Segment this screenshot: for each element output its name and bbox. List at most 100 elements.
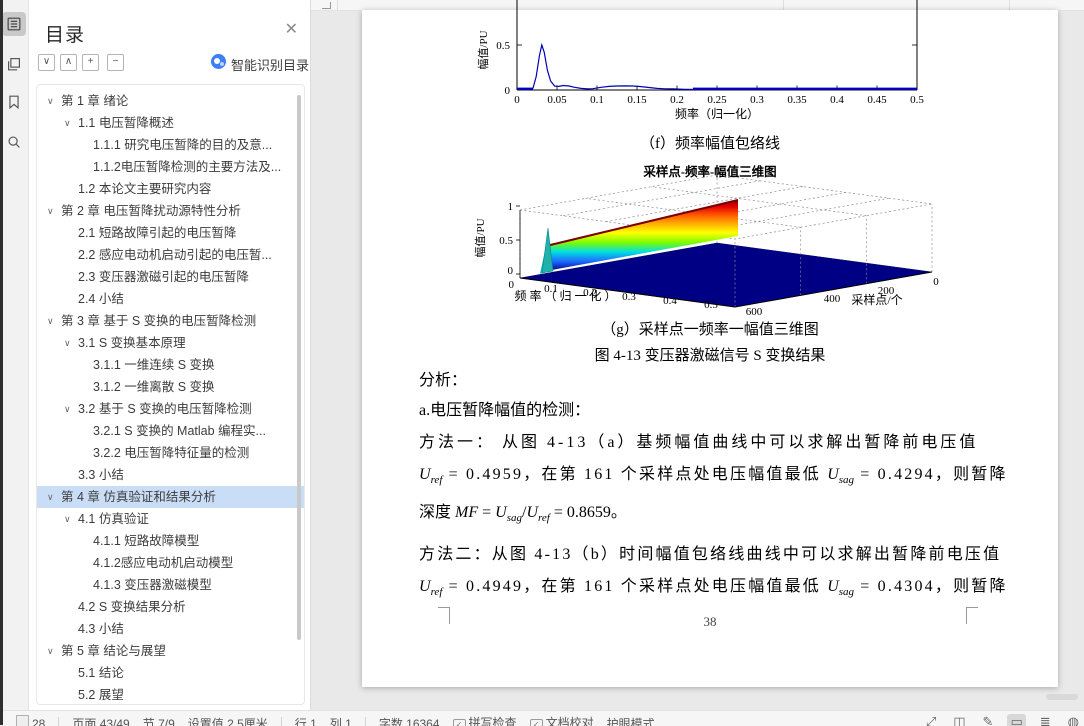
svg-text:600: 600 [746, 306, 763, 318]
status-item[interactable]: 护眼模式 [607, 715, 655, 726]
edit-pen-icon[interactable]: ✎ [980, 714, 997, 726]
sidebar-item-pages[interactable] [2, 52, 26, 76]
toc-scrollbar[interactable] [297, 95, 301, 640]
collapse-all-button[interactable]: − [107, 54, 124, 71]
pages-icon [5, 55, 23, 73]
web-layout-icon[interactable]: ◍ [1065, 714, 1082, 726]
toc-item[interactable]: 4.1.1 短路故障模型 [37, 530, 304, 552]
collapse-down-button[interactable]: ∨ [38, 54, 55, 71]
toc-item[interactable]: ∨1.1 电压暂降概述 [37, 112, 304, 134]
toc-item-label: 3.1.1 一维连续 S 变换 [93, 354, 215, 376]
toc-item-label: 4.2 S 变换结果分析 [78, 596, 186, 618]
toc-item[interactable]: 4.3 小结 [37, 618, 304, 640]
toc-item[interactable]: ∨4.1 仿真验证 [37, 508, 304, 530]
toc-item[interactable]: 3.2.1 S 变换的 Matlab 编程实... [37, 420, 304, 442]
toc-item[interactable]: 2.2 感应电动机启动引起的电压暂... [37, 244, 304, 266]
smart-recognize-toc-button[interactable]: 智能识别目录 [231, 55, 309, 74]
status-item: 28 [16, 715, 45, 726]
chart-g-zlabel: 幅值/PU [474, 218, 487, 257]
toc-item-label: 2.2 感应电动机启动引起的电压暂... [78, 244, 272, 266]
chevron-down-icon[interactable]: ∨ [64, 508, 78, 530]
toc-item[interactable]: 3.1.1 一维连续 S 变换 [37, 354, 304, 376]
svg-text:400: 400 [824, 293, 841, 305]
toc-item[interactable]: ∨第 1 章 绪论 [37, 90, 304, 112]
toc-item[interactable]: 2.3 变压器激磁引起的电压暂降 [37, 266, 304, 288]
toc-item-label: 4.1 仿真验证 [78, 508, 149, 530]
toc-item[interactable]: 3.2.2 电压暂降特征量的检测 [37, 442, 304, 464]
toc-item-label: 3.1.2 一维离散 S 变换 [93, 376, 215, 398]
sidebar-item-toc[interactable] [2, 12, 26, 36]
print-layout-icon[interactable]: ▭ [1007, 714, 1025, 726]
paragraph-method2: 方法二：从图 4-13（b）时间幅值包络线曲线中可以求解出暂降前电压值 [419, 544, 1005, 565]
close-icon[interactable]: ✕ [285, 22, 298, 38]
read-mode-icon[interactable]: ◫ [950, 714, 968, 726]
toc-item-label: 第 2 章 电压暂降扰动源特性分析 [61, 200, 241, 222]
svg-text:0.25: 0.25 [707, 94, 727, 106]
page-number: 38 [362, 614, 1058, 630]
scrollbar-nub[interactable] [1046, 694, 1078, 700]
toc-item[interactable]: ∨第 5 章 结论与展望 [37, 640, 304, 662]
toc-item-label: 3.2.1 S 变换的 Matlab 编程实... [93, 420, 266, 442]
toc-item[interactable]: 1.1.2电压暂降检测的主要方法及... [37, 156, 304, 178]
status-item[interactable]: ✓文档校对 [530, 714, 594, 726]
toc-item-label: 1.1.2电压暂降检测的主要方法及... [93, 156, 281, 178]
svg-text:0.3: 0.3 [750, 94, 764, 106]
chevron-down-icon[interactable]: ∨ [47, 310, 61, 332]
svg-text:0.5: 0.5 [910, 94, 924, 106]
paragraph-method1: 方法一： 从图 4-13（a）基频幅值曲线中可以求解出暂降前电压值 [419, 432, 1005, 453]
sidebar-item-bookmark[interactable] [2, 90, 26, 114]
chevron-down-icon[interactable]: ∨ [47, 486, 61, 508]
svg-text:0.2: 0.2 [670, 94, 684, 106]
toc-item-label: 4.1.1 短路故障模型 [93, 530, 199, 552]
chevron-down-icon[interactable]: ∨ [64, 112, 78, 134]
toc-item-label: 1.2 本论文主要研究内容 [78, 178, 211, 200]
chevron-down-icon[interactable]: ∨ [64, 332, 78, 354]
paragraph-detection: a.电压暂降幅值的检测： [419, 400, 1005, 421]
toc-item[interactable]: 4.2 S 变换结果分析 [37, 596, 304, 618]
toc-item[interactable]: ∨3.1 S 变换基本原理 [37, 332, 304, 354]
toc-item-label: 4.1.2感应电动机启动模型 [93, 552, 233, 574]
svg-text:0.05: 0.05 [547, 94, 567, 106]
caption-f: （f）频率幅值包络线 [362, 132, 1058, 153]
toc-item[interactable]: 1.2 本论文主要研究内容 [37, 178, 304, 200]
toc-item[interactable]: ∨第 3 章 基于 S 变换的电压暂降检测 [37, 310, 304, 332]
sidebar-item-search[interactable] [2, 130, 26, 154]
toc-item[interactable]: 5.1 结论 [37, 662, 304, 684]
toc-item[interactable]: 4.1.2感应电动机启动模型 [37, 552, 304, 574]
toc-item[interactable]: ∨第 2 章 电压暂降扰动源特性分析 [37, 200, 304, 222]
status-item: 节 7/9 [143, 715, 175, 726]
chevron-down-icon[interactable]: ∨ [47, 90, 61, 112]
expand-all-button[interactable]: + [82, 54, 99, 71]
toc-item-label: 5.2 展望 [78, 684, 124, 705]
toc-item-label: 1.1.1 研究电压暂降的目的及意... [93, 134, 272, 156]
fit-screen-icon[interactable]: ⤢ [923, 714, 939, 726]
toc-item-label: 3.3 小结 [78, 464, 124, 486]
toc-item[interactable]: 4.1.3 变压器激磁模型 [37, 574, 304, 596]
toc-item[interactable]: 2.1 短路故障引起的电压暂降 [37, 222, 304, 244]
toc-item[interactable]: 3.1.2 一维离散 S 变换 [37, 376, 304, 398]
chevron-down-icon[interactable]: ∨ [47, 200, 61, 222]
toc-item-label: 第 3 章 基于 S 变换的电压暂降检测 [61, 310, 256, 332]
toc-item[interactable]: ∨第 4 章 仿真验证和结果分析 [37, 486, 304, 508]
ai-icon[interactable] [211, 54, 226, 69]
outline-view-icon[interactable]: ≣ [1037, 714, 1054, 726]
chart-f-xlabel: 频率（归一化） [675, 106, 759, 121]
toc-item[interactable]: 1.1.1 研究电压暂降的目的及意... [37, 134, 304, 156]
toc-item[interactable]: 2.4 小结 [37, 288, 304, 310]
toc-item[interactable]: 3.3 小结 [37, 464, 304, 486]
status-item[interactable]: ✓拼写检查 [453, 714, 517, 726]
chart-f-ylabel: 幅值/PU [477, 30, 490, 69]
collapse-up-button[interactable]: ∧ [60, 54, 77, 71]
svg-text:0.4: 0.4 [663, 295, 677, 307]
toc-item[interactable]: 5.2 展望 [37, 684, 304, 705]
toc-item[interactable]: ∨3.2 基于 S 变换的电压暂降检测 [37, 398, 304, 420]
chart-g-title: 采样点-频率-幅值三维图 [642, 164, 776, 179]
svg-text:0: 0 [933, 276, 939, 288]
chevron-down-icon[interactable]: ∨ [47, 640, 61, 662]
svg-text:1: 1 [508, 201, 514, 213]
chevron-down-icon[interactable]: ∨ [64, 398, 78, 420]
svg-text:0.4: 0.4 [830, 94, 844, 106]
